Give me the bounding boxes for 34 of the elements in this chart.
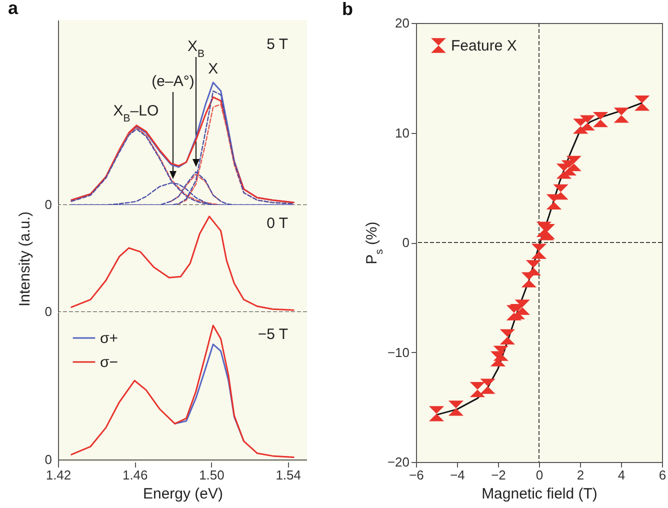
ref-line-label: 0 xyxy=(44,304,52,319)
x-tick-label: 1.54 xyxy=(276,468,301,482)
annotation: −5 T xyxy=(258,326,288,343)
text: 5 T xyxy=(266,36,288,53)
text: X$_{B}$ xyxy=(187,38,205,60)
annotation: X$_{B}$–LO xyxy=(113,102,159,125)
y-axis-title: Intensity (a.u.) xyxy=(16,211,34,307)
x-axis-title: Magnetic field (T) xyxy=(482,486,598,502)
x-tick-label: 1.50 xyxy=(199,468,224,482)
y-tick-label: 0 xyxy=(402,235,410,250)
ref-line-label: 0 xyxy=(44,452,52,467)
x-tick-label: 2 xyxy=(576,468,584,482)
x-tick-label: 4 xyxy=(618,468,626,482)
y-tick-label: 10 xyxy=(395,125,410,140)
ref-line-label: 0 xyxy=(44,197,52,212)
chart-title: b xyxy=(342,0,353,19)
y-tick-label: 20 xyxy=(395,16,410,30)
annotation: (e–A°) xyxy=(152,73,194,90)
x-tick-label: −4 xyxy=(450,468,465,482)
x-tick-label: 0 xyxy=(536,468,544,482)
legend-label: σ+ xyxy=(100,330,118,347)
x-axis-title: Energy (eV) xyxy=(142,486,224,502)
legend-label: σ− xyxy=(100,354,118,371)
chart-title: a xyxy=(8,0,19,18)
y-tick-label: −10 xyxy=(387,344,410,360)
legend-label: Feature X xyxy=(451,38,517,54)
x-tick-label: −6 xyxy=(409,468,424,482)
x-tick-label: −2 xyxy=(491,468,506,482)
annotation: 0 T xyxy=(266,215,288,232)
annotation: X xyxy=(208,60,218,78)
x-tick-label: 6 xyxy=(658,468,666,482)
x-tick-label: 1.42 xyxy=(46,468,72,482)
x-tick-label: 1.46 xyxy=(122,468,148,482)
y-tick-label: −20 xyxy=(387,454,410,470)
